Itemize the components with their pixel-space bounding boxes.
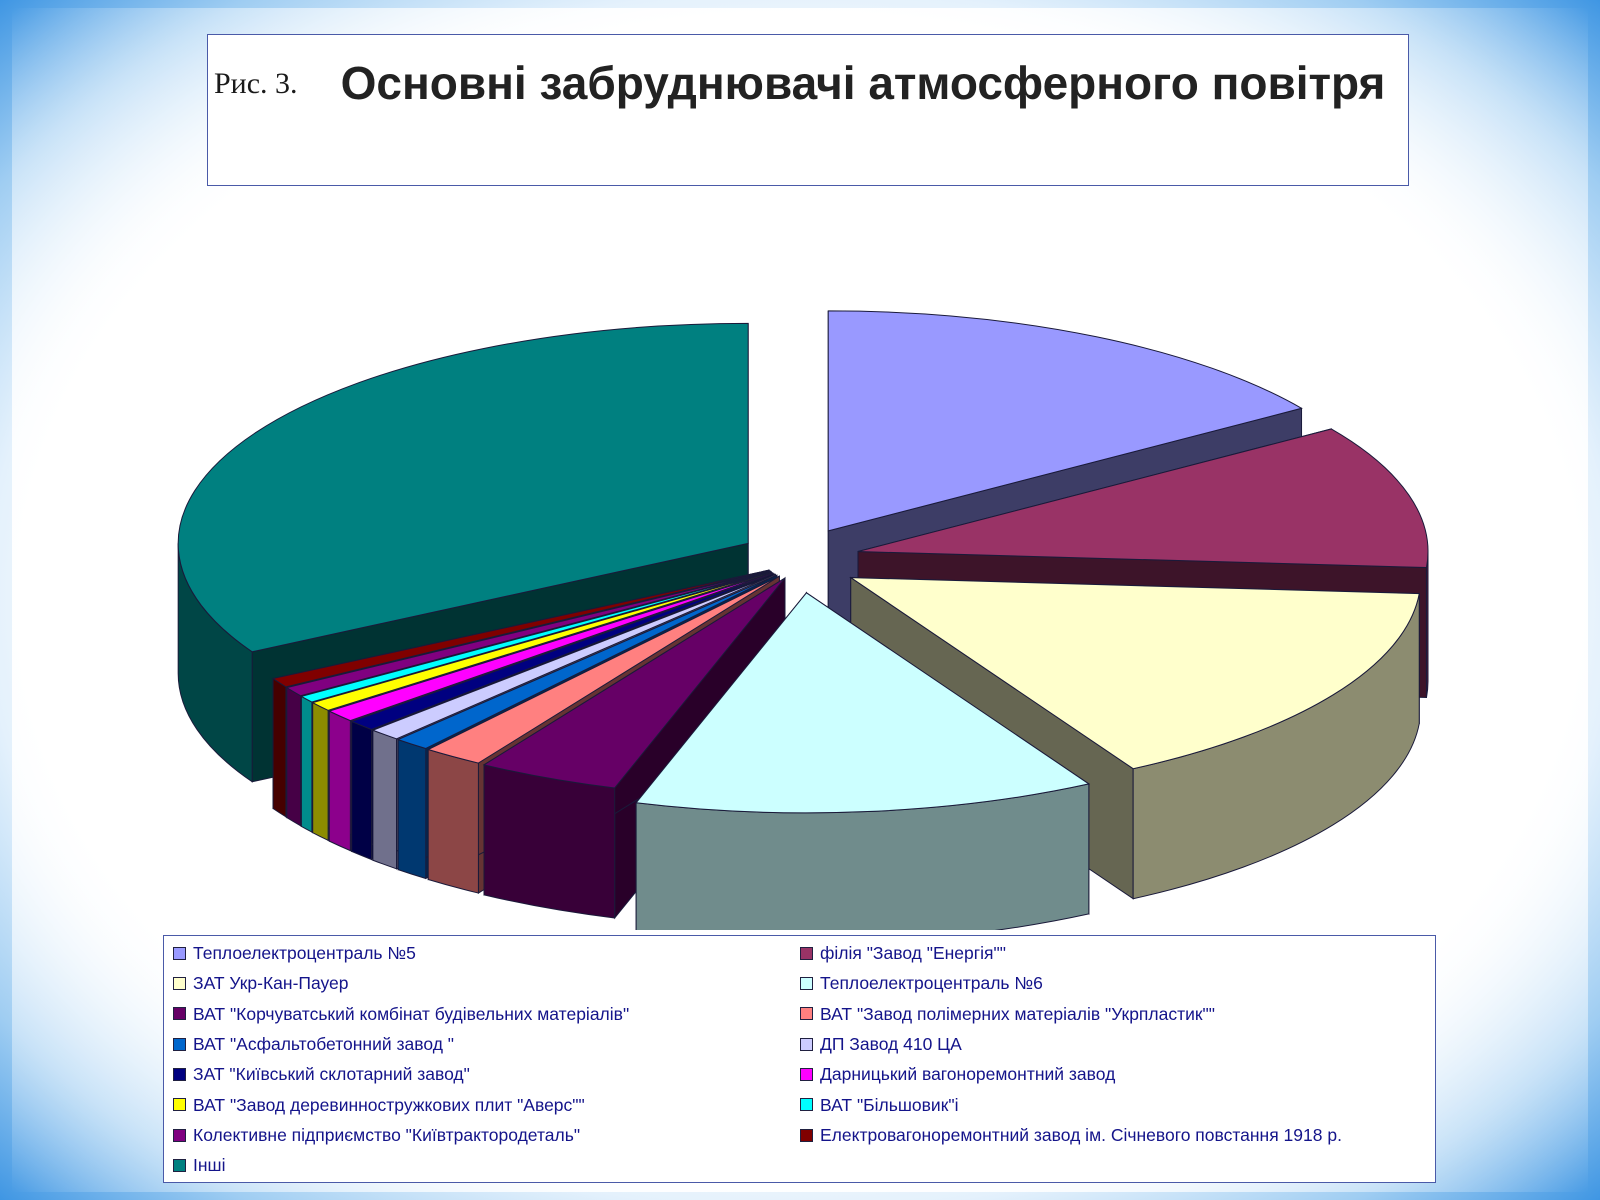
legend-swatch xyxy=(173,1098,186,1112)
legend-label: філія "Завод "Енергія"" xyxy=(820,943,1006,963)
legend-item: ЗАТ Укр-Кан-Пауер xyxy=(173,972,349,994)
chart-title-box: Рис. 3. Основні забруднювачі атмосферног… xyxy=(207,34,1409,186)
legend-swatch xyxy=(800,977,813,991)
legend-label: ВАТ "Завод полімерних матеріалів "Укрпла… xyxy=(820,1003,1215,1024)
pie-slice-side xyxy=(312,701,329,842)
legend-item: ВАТ "Корчуватський комбінат будівельних … xyxy=(173,1003,629,1025)
legend-label: ЗАТ Укр-Кан-Пауер xyxy=(193,973,349,994)
pie-slice xyxy=(635,591,1091,930)
pie-slice-side xyxy=(272,677,287,818)
pie-slice-top xyxy=(350,573,775,731)
legend-label: ВАТ "Більшовик"і xyxy=(820,1094,959,1115)
chart-title: Основні забруднювачі атмосферного повітр… xyxy=(340,57,1386,109)
legend-swatch xyxy=(173,1128,186,1142)
legend-swatch xyxy=(800,1128,813,1142)
legend-swatch xyxy=(800,1007,813,1021)
legend-item: Електровагоноремонтний завод ім. Січнево… xyxy=(800,1124,1342,1146)
legend-swatch xyxy=(173,1068,186,1082)
legend-swatch xyxy=(173,977,186,991)
pie-slice-top xyxy=(285,570,771,697)
legend-item: філія "Завод "Енергія"" xyxy=(800,942,1006,964)
legend-label: ДП Завод 410 ЦА xyxy=(820,1033,962,1054)
chart-legend: Теплоелектроцентраль №5 філія "Завод "Ене… xyxy=(163,935,1436,1183)
pie-slice-top xyxy=(371,573,776,740)
legend-swatch xyxy=(800,1098,813,1112)
legend-item: ДП Завод 410 ЦА xyxy=(800,1033,962,1055)
pie-slice-top xyxy=(857,428,1429,569)
pie-slice-top xyxy=(426,575,780,764)
legend-swatch xyxy=(800,946,813,960)
pie-slice-top xyxy=(300,571,771,703)
pie-slice-top xyxy=(311,571,772,711)
pie-slice-top xyxy=(396,574,778,750)
legend-item: Теплоелектроцентраль №5 xyxy=(173,942,416,964)
legend-label: Дарницький вагоноремонтний завод xyxy=(820,1064,1116,1085)
legend-item: ВАТ "Асфальтобетонний завод " xyxy=(173,1033,454,1055)
legend-swatch xyxy=(173,1037,186,1051)
legend-label: ВАТ "Асфальтобетонний завод " xyxy=(193,1033,454,1054)
pie-slice-side xyxy=(351,720,373,861)
legend-label: Колективне підприємство "Київтрактородет… xyxy=(193,1124,581,1145)
pie-slice-side xyxy=(483,764,616,919)
legend-label: Інші xyxy=(193,1155,226,1176)
legend-item: Колективне підприємство "Київтрактородет… xyxy=(173,1124,580,1146)
legend-item: Дарницький вагоноремонтний завод xyxy=(800,1063,1115,1085)
pie-slice-side xyxy=(427,748,479,894)
legend-label: Теплоелектроцентраль №6 xyxy=(820,973,1043,994)
pie-chart xyxy=(177,310,1429,930)
legend-swatch xyxy=(800,1037,813,1051)
legend-swatch xyxy=(173,946,186,960)
pie-slice-side xyxy=(286,686,302,827)
legend-swatch xyxy=(173,1007,186,1021)
legend-item: ЗАТ "Київський склотарний завод" xyxy=(173,1063,470,1085)
pie-slice-side xyxy=(300,695,313,833)
pie-slice-side xyxy=(328,710,351,852)
pie-slice-top xyxy=(827,310,1303,532)
legend-label: ЗАТ "Київський склотарний завод" xyxy=(193,1064,470,1085)
legend-label: ВАТ "Завод деревинностружкових плит "Аве… xyxy=(193,1094,585,1115)
pie-slice-top xyxy=(635,592,1091,814)
legend-label: ВАТ "Корчуватський комбінат будівельних … xyxy=(193,1003,630,1024)
pie-slice-side xyxy=(1425,551,1429,698)
pie-slice-side xyxy=(372,729,398,870)
legend-item: Інші xyxy=(173,1154,225,1176)
legend-label: Електровагоноремонтний завод ім. Січнево… xyxy=(820,1124,1342,1145)
legend-item: ВАТ "Більшовик"і xyxy=(800,1094,958,1116)
pie-slice-top xyxy=(177,322,749,653)
legend-swatch xyxy=(173,1158,186,1172)
legend-item: Теплоелектроцентраль №6 xyxy=(800,972,1043,994)
pie-slice-top xyxy=(482,577,786,789)
figure-label: Рис. 3. xyxy=(214,67,298,100)
pie-slice-top xyxy=(327,572,773,722)
legend-swatch xyxy=(800,1068,813,1082)
pie-slice-side xyxy=(397,738,427,880)
legend-item: ВАТ "Завод полімерних матеріалів "Укрпла… xyxy=(800,1003,1215,1025)
legend-label: Теплоелектроцентраль №5 xyxy=(193,943,416,963)
legend-item: ВАТ "Завод деревинностружкових плит "Аве… xyxy=(173,1094,585,1116)
pie-slice-top xyxy=(849,577,1420,770)
pie-slice-top xyxy=(271,569,770,688)
